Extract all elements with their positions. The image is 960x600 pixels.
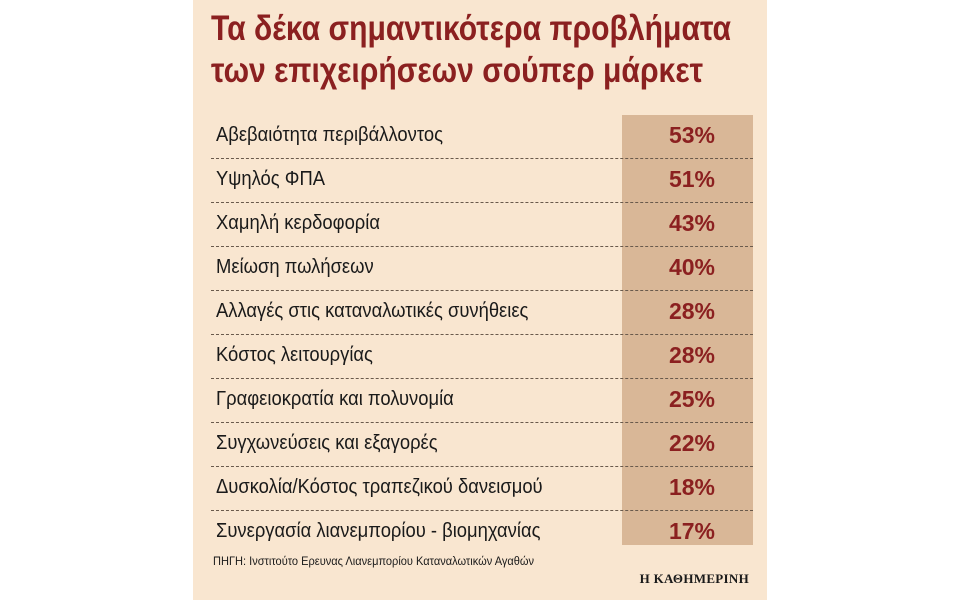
row-value: 40% xyxy=(668,254,715,280)
table-row: Συγχωνεύσεις και εξαγορές 22% xyxy=(211,423,753,467)
row-label: Γραφειοκρατία και πολυνομία xyxy=(216,388,454,410)
source-note: ΠΗΓΗ: Ινστιτούτο Ερευνας Λιανεμπορίου Κα… xyxy=(213,554,535,568)
row-value: 25% xyxy=(668,386,715,412)
value-column-background xyxy=(622,115,753,545)
row-label: Χαμηλή κερδοφορία xyxy=(216,212,381,234)
infographic-card: Τα δέκα σημαντικότερα προβλήματα των επι… xyxy=(193,0,767,600)
table-row: Αβεβαιότητα περιβάλλοντος 53% xyxy=(211,115,753,159)
row-value: 18% xyxy=(668,474,715,500)
problems-table: Αβεβαιότητα περιβάλλοντος 53% Υψηλός ΦΠΑ 51… xyxy=(211,115,753,554)
row-value: 51% xyxy=(668,166,715,192)
row-label: Αβεβαιότητα περιβάλλοντος xyxy=(216,124,443,146)
table-row: Κόστος λειτουργίας 28% xyxy=(211,335,753,379)
chart-title: Τα δέκα σημαντικότερα προβλήματα των επι… xyxy=(211,8,732,92)
row-label: Κόστος λειτουργίας xyxy=(216,344,373,366)
row-value: 53% xyxy=(668,122,715,148)
table-row: Συνεργασία λιανεμπορίου - βιομηχανίας 17% xyxy=(211,511,753,554)
table-row: Χαμηλή κερδοφορία 43% xyxy=(211,203,753,247)
row-label: Αλλαγές στις καταναλωτικές συνήθειες xyxy=(216,300,529,322)
table-row: Γραφειοκρατία και πολυνομία 25% xyxy=(211,379,753,423)
row-value: 17% xyxy=(668,518,715,544)
row-value: 28% xyxy=(668,342,715,368)
row-label: Δυσκολία/Κόστος τραπεζικού δανεισμού xyxy=(216,476,543,498)
table-row: Δυσκολία/Κόστος τραπεζικού δανεισμού 18% xyxy=(211,467,753,511)
title-line-1: Τα δέκα σημαντικότερα προβλήματα xyxy=(211,9,732,48)
table-row: Μείωση πωλήσεων 40% xyxy=(211,247,753,291)
table-row: Υψηλός ΦΠΑ 51% xyxy=(211,159,753,203)
row-label: Μείωση πωλήσεων xyxy=(216,256,374,278)
title-line-2: των επιχειρήσεων σούπερ μάρκετ xyxy=(211,51,704,90)
row-value: 22% xyxy=(668,430,715,456)
publisher-logo: Η ΚΑΘΗΜΕΡΙΝΗ xyxy=(639,571,749,586)
row-label: Συνεργασία λιανεμπορίου - βιομηχανίας xyxy=(216,520,541,542)
row-value: 43% xyxy=(668,210,715,236)
row-value: 28% xyxy=(668,298,715,324)
row-label: Συγχωνεύσεις και εξαγορές xyxy=(216,432,438,454)
row-label: Υψηλός ΦΠΑ xyxy=(216,168,326,190)
table-row: Αλλαγές στις καταναλωτικές συνήθειες 28% xyxy=(211,291,753,335)
